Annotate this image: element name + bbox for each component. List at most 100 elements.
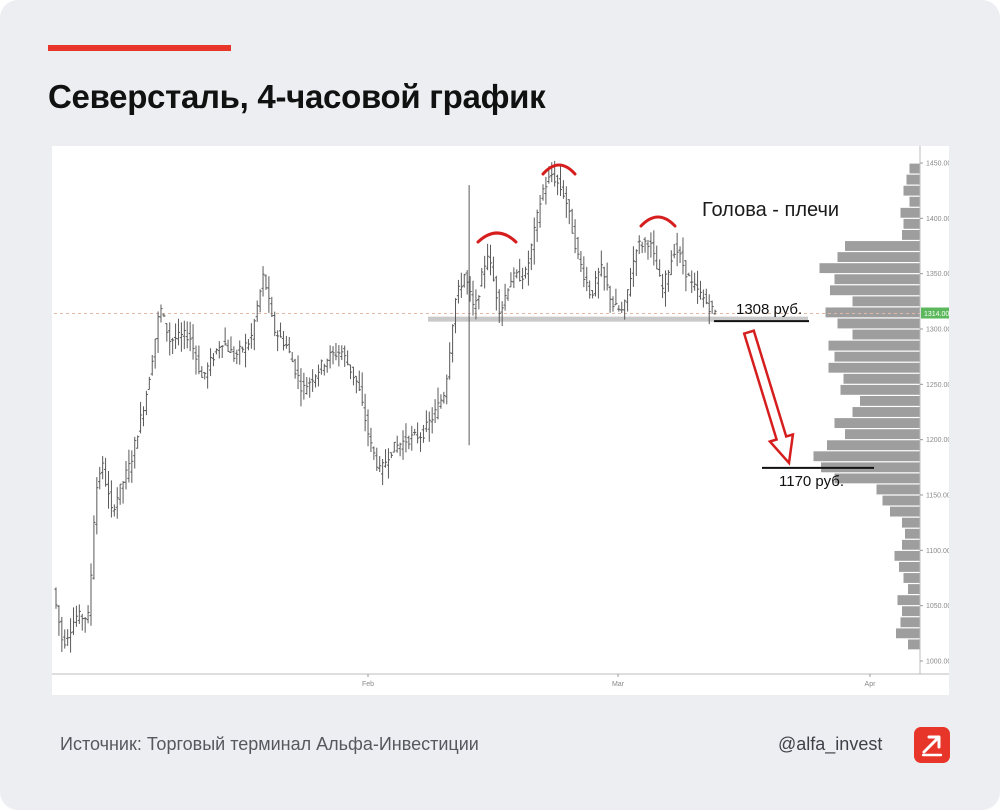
volume-profile-bar [840,384,920,395]
ohlc-bar [695,270,700,304]
ohlc-bar [378,456,382,473]
ohlc-bar [241,346,245,353]
ohlc-bar [63,629,67,649]
reference-lines [54,313,920,322]
ohlc-bar [80,613,84,631]
ohlc-bar [153,338,157,369]
target-arrow [742,329,795,466]
ohlc-bar [567,199,571,225]
volume-profile-bar [860,396,920,406]
ohlc-bar [389,452,393,459]
ohlc-bar [95,477,99,535]
ohlc-bar [103,457,108,487]
volume-profile-bar [896,628,920,639]
ohlc-bar [669,250,673,276]
ohlc-bar [605,262,609,291]
ohlc-bar [430,407,434,434]
ohlc-bar [398,442,402,457]
ohlc-bar [538,195,542,228]
ohlc-bar [290,351,294,363]
ohlc-bar [261,266,265,297]
x-tick-label: Apr [865,681,877,688]
source-caption: Источник: Торговый терминал Альфа-Инвест… [60,734,479,754]
ohlc-bar [375,447,379,471]
ohlc-bar [442,391,446,404]
ohlc-bar [74,605,79,627]
ohlc-bar [366,409,370,447]
ohlc-bar [588,280,592,299]
ohlc-bar [413,428,417,436]
volume-profile-bar [813,451,920,462]
alfa-logo-icon [914,727,950,763]
y-tick-label: 1250.00 [926,382,949,389]
ohlc-bar [334,343,338,361]
ohlc-bar [678,246,682,263]
ohlc-bar [535,209,539,242]
ohlc-bar [316,364,321,387]
volume-profile-bar [902,539,920,550]
ohlc-bar [617,305,621,312]
ohlc-bar [138,401,143,434]
ohlc-bar [89,563,93,626]
ohlc-bar [57,605,61,636]
ohlc-bar [576,236,580,260]
volume-profile-bar [900,207,920,218]
ohlc-bar [512,267,516,289]
ohlc-bar [474,289,478,320]
ohlc-bar [506,288,510,301]
ohlc-bar [480,267,484,287]
ohlc-bar [255,300,259,322]
ohlc-bar [684,260,688,292]
ohlc-bar [602,266,606,291]
ohlc-bar [509,272,513,288]
ohlc-bar [628,267,633,297]
ohlc-bar [229,336,233,353]
ohlc-bar [649,232,653,258]
ohlc-bar [101,456,105,480]
ohlc-bar [235,349,239,365]
volume-profile-bar [894,550,920,561]
ohlc-bar [407,435,411,450]
ohlc-series [54,160,717,653]
volume-profile-bar [890,506,920,517]
ohlc-bar [573,219,577,254]
ohlc-bar [401,430,405,460]
ohlc-bar [672,243,676,259]
right-shoulder-arc [639,215,677,228]
ohlc-bar [243,333,248,368]
ohlc-bar [544,176,548,205]
ohlc-bar [313,374,318,388]
ohlc-bar [652,230,656,266]
ohlc-bar [337,345,341,367]
ohlc-bar [369,427,373,452]
support-level-label: 1308 руб. [736,301,802,318]
target-level-label: 1170 руб. [779,473,844,490]
y-tick-label: 1150.00 [926,493,949,500]
ohlc-bar [191,324,195,360]
ohlc-bar [477,295,481,310]
ohlc-bar [311,369,315,392]
volume-profile-bar [903,573,920,583]
ohlc-bar [558,166,563,197]
ohlc-bar [381,459,385,486]
ohlc-bar [439,394,443,409]
neckline-band [428,316,808,322]
ohlc-bar [710,300,714,314]
volume-profile-bar [845,429,920,440]
ohlc-bar [453,298,458,334]
social-handle-link[interactable]: @alfa_invest [778,734,883,754]
volume-profile-bar [902,517,920,528]
volume-profile-bar [837,318,920,329]
ohlc-bar [208,348,213,377]
ohlc-bar [343,345,347,367]
ohlc-bar [681,237,685,275]
ohlc-bar [130,450,134,483]
ohlc-bar [666,269,670,292]
ohlc-bar [564,186,568,218]
ohlc-bar [646,239,650,260]
ohlc-bar [162,313,166,317]
ohlc-bar [197,345,201,375]
ohlc-bar [194,345,198,375]
ohlc-bar [179,322,183,352]
ohlc-bar [462,273,466,288]
